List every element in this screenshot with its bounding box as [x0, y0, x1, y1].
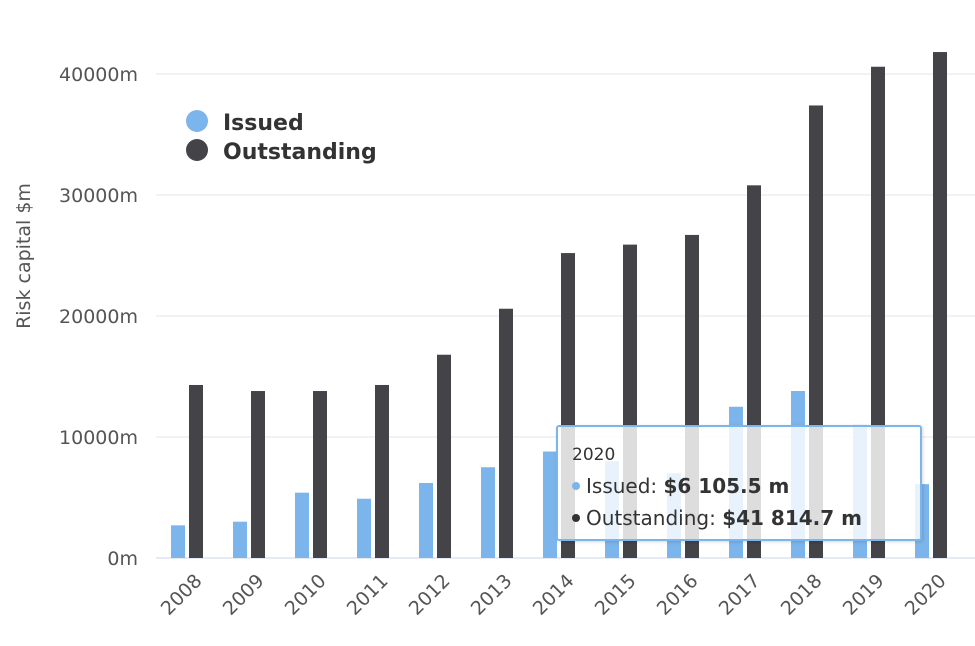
bar-issued-2010[interactable] [295, 492, 309, 558]
x-tick-label: 2018 [777, 570, 827, 620]
tooltip-outstanding-value: $41 814.7 m [722, 506, 862, 530]
tooltip-issued-label: Issued: [586, 474, 658, 498]
legend[interactable]: Issued Outstanding [186, 110, 377, 165]
x-tick-label: 2013 [467, 570, 517, 620]
bar-outstanding-2009[interactable] [251, 391, 265, 558]
y-tick-label: 20000m [59, 306, 138, 328]
x-tick-label: 2017 [715, 570, 765, 620]
y-tick-label: 0m [107, 548, 138, 570]
bar-issued-2011[interactable] [357, 498, 371, 558]
bar-issued-2014[interactable] [543, 451, 557, 558]
tooltip-dot-issued [572, 481, 580, 490]
x-axis-ticks: 2008 2009 2010 2011 2012 2013 2014 2015 2016 2017… [157, 570, 951, 620]
y-tick-label: 10000m [59, 427, 138, 449]
bar-outstanding-2008[interactable] [189, 384, 203, 558]
bar-issued-2013[interactable] [481, 467, 495, 558]
x-tick-label: 2012 [405, 570, 455, 620]
x-tick-label: 2019 [839, 570, 889, 620]
y-axis-ticks: 0m 10000m 20000m 30000m 40000m [59, 64, 138, 570]
x-tick-label: 2011 [343, 570, 393, 620]
bar-issued-2008[interactable] [171, 525, 185, 558]
legend-marker-outstanding [186, 139, 208, 161]
tooltip: 2020 Issued: $6 105.5 m Outstanding: $41… [556, 425, 922, 541]
y-tick-label: 40000m [59, 64, 138, 86]
bar-issued-2009[interactable] [233, 521, 247, 558]
bar-outstanding-2012[interactable] [437, 354, 451, 558]
bar-outstanding-2011[interactable] [375, 384, 389, 558]
x-tick-label: 2009 [219, 570, 269, 620]
x-tick-label: 2020 [901, 570, 951, 620]
legend-label-outstanding: Outstanding [223, 140, 377, 165]
bar-issued-2012[interactable] [419, 482, 433, 558]
x-tick-label: 2010 [281, 570, 331, 620]
tooltip-outstanding-label: Outstanding: [586, 506, 716, 530]
y-tick-label: 30000m [59, 185, 138, 207]
bar-outstanding-2013[interactable] [499, 308, 513, 558]
tooltip-row-issued: Issued: $6 105.5 m [572, 474, 789, 498]
bar-outstanding-2020[interactable] [933, 52, 947, 559]
tooltip-issued-value: $6 105.5 m [663, 474, 790, 498]
x-tick-label: 2014 [529, 570, 579, 620]
y-axis-title: Risk capital $m [13, 183, 35, 329]
legend-item-issued[interactable]: Issued [186, 110, 304, 136]
tooltip-title: 2020 [572, 445, 616, 465]
x-tick-label: 2016 [653, 570, 703, 620]
tooltip-row-outstanding: Outstanding: $41 814.7 m [572, 506, 862, 530]
x-tick-label: 2015 [591, 570, 641, 620]
legend-item-outstanding[interactable]: Outstanding [186, 139, 377, 165]
tooltip-dot-outstanding [572, 513, 580, 522]
legend-marker-issued [186, 110, 208, 132]
legend-label-issued: Issued [223, 111, 304, 136]
bar-outstanding-2010[interactable] [313, 391, 327, 558]
x-tick-label: 2008 [157, 570, 207, 620]
